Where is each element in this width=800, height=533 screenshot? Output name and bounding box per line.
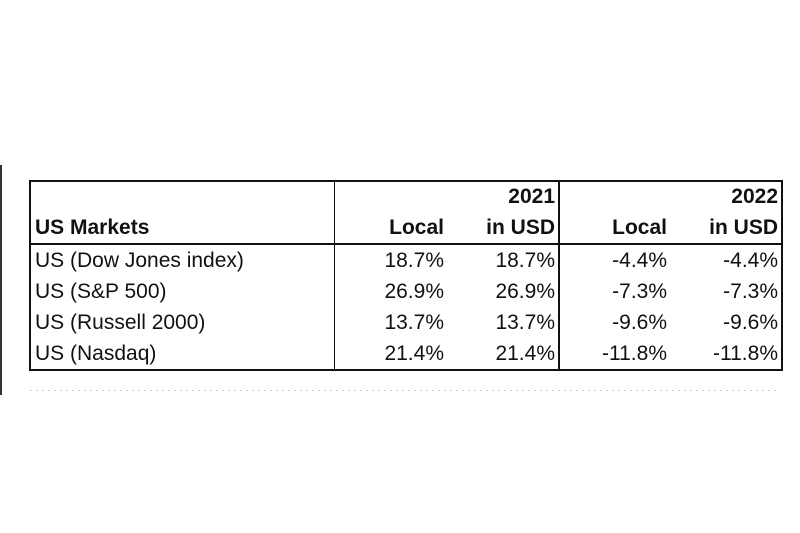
row-name: US (Nasdaq) [30, 338, 335, 370]
cell-2022-local: -4.4% [612, 248, 667, 272]
year-2021-label: 2021 [447, 181, 560, 212]
dotted-divider [30, 390, 780, 391]
table-title: US Markets [30, 212, 335, 245]
cell-2021-local: 21.4% [384, 341, 444, 365]
table-row: US (Russell 2000) 13.7% 13.7% -9.6% -9.6… [30, 307, 782, 338]
cell-2021-usd: 18.7% [447, 244, 560, 276]
col-header-2022-usd: in USD [670, 212, 782, 245]
cell-2022-usd: -9.6% [723, 310, 778, 334]
header-blank-cell [30, 181, 335, 212]
row-name: US (Dow Jones index) [30, 244, 335, 276]
row-name: US (S&P 500) [30, 276, 335, 307]
header-blank-cell [334, 181, 447, 212]
table-row: US (S&P 500) 26.9% 26.9% -7.3% -7.3% [30, 276, 782, 307]
cell-2021-usd: 13.7% [447, 307, 560, 338]
row-name: US (Russell 2000) [30, 307, 335, 338]
col-header-2022-local: Local [559, 212, 670, 245]
cell-2021-local: 18.7% [384, 248, 444, 272]
table-row: US (Dow Jones index) 18.7% 18.7% -4.4% -… [30, 244, 782, 276]
cell-2022-local: -7.3% [612, 279, 667, 303]
cell-2022-usd: -11.8% [713, 341, 778, 365]
cell-2021-usd: 21.4% [447, 338, 560, 370]
column-header-row: US Markets Local in USD Local in USD [30, 212, 782, 245]
page-edge-line [0, 165, 2, 395]
cell-2021-usd: 26.9% [447, 276, 560, 307]
col-header-2021-local: Local [334, 212, 447, 245]
cell-2022-usd: -7.3% [723, 279, 778, 303]
year-2022-label: 2022 [731, 185, 778, 208]
cell-2022-local: -11.8% [602, 341, 667, 365]
header-blank-cell [559, 181, 670, 212]
table-row: US (Nasdaq) 21.4% 21.4% -11.8% -11.8% [30, 338, 782, 370]
cell-2021-local: 26.9% [384, 279, 444, 303]
us-markets-table: 2021 2022 US Markets Local in USD Local … [29, 180, 783, 371]
cell-2022-local: -9.6% [612, 310, 667, 334]
year-header-row: 2021 2022 [30, 181, 782, 212]
col-header-2021-usd: in USD [447, 212, 560, 245]
cell-2022-usd: -4.4% [723, 248, 778, 272]
cell-2021-local: 13.7% [384, 310, 444, 334]
